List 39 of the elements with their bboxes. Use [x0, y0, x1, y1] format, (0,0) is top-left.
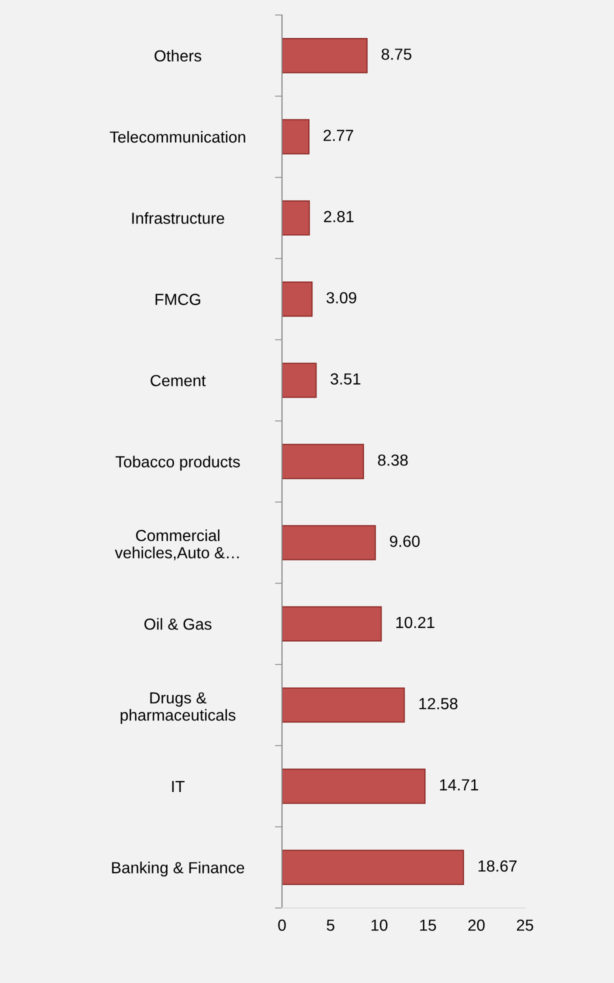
bar	[282, 119, 310, 154]
data-label: 12.58	[419, 698, 458, 710]
y-tick-label: Cement	[150, 374, 206, 386]
data-label: 18.67	[478, 860, 517, 872]
bar	[282, 362, 317, 398]
bar	[282, 444, 364, 480]
x-tick-label: 5	[326, 920, 334, 931]
bar	[282, 768, 426, 804]
y-tick-label: Oil & Gas	[144, 618, 212, 630]
y-tick-label: Others	[154, 50, 202, 62]
y-tick-label: Commercial vehicles,Auto &…	[114, 529, 239, 560]
y-tick-label: Banking & Finance	[112, 862, 244, 877]
x-tick-label: 0	[278, 920, 286, 931]
data-label: 8.75	[382, 48, 412, 60]
data-label: 3.51	[330, 373, 360, 385]
y-tick-label: Telecommunication	[110, 130, 246, 143]
bar	[282, 850, 464, 886]
data-label: 2.77	[324, 130, 354, 141]
bar	[282, 525, 376, 560]
data-label: 14.71	[440, 779, 478, 790]
x-tick-label: 15	[420, 920, 436, 931]
bar	[282, 687, 405, 723]
bar	[282, 200, 310, 236]
x-tick-label: 20	[468, 920, 485, 931]
y-tick-label: Tobacco products	[116, 456, 240, 471]
y-tick-label: IT	[172, 781, 185, 792]
bar	[282, 38, 368, 74]
data-label: 3.09	[326, 292, 356, 304]
y-tick-label: Infrastructure	[132, 212, 224, 224]
y-tick-label: FMCG	[156, 294, 200, 306]
x-tick-label: 25	[516, 920, 534, 931]
bar	[282, 606, 382, 642]
y-tick-label: Drugs & pharmaceuticals	[120, 692, 236, 724]
data-label: 9.60	[390, 536, 420, 547]
bar	[282, 282, 313, 317]
x-tick-label: 10	[372, 920, 388, 931]
data-label: 2.81	[324, 210, 354, 222]
data-label: 10.21	[396, 616, 434, 628]
data-label: 8.38	[378, 454, 408, 466]
